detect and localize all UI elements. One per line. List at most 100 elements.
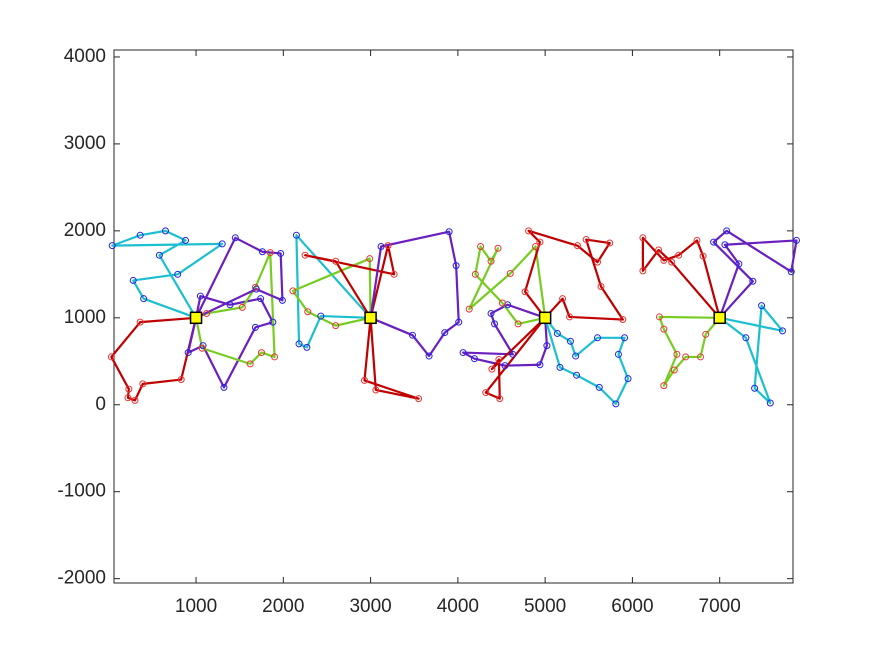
x-tick-label: 6000 bbox=[611, 596, 653, 617]
customer-marker bbox=[696, 353, 704, 361]
customer-marker bbox=[415, 395, 423, 403]
customer-marker bbox=[271, 353, 279, 361]
route bbox=[462, 303, 548, 367]
customer-marker bbox=[266, 249, 274, 257]
customer-marker bbox=[425, 352, 433, 360]
customer-marker bbox=[459, 349, 467, 357]
y-tick-label: 0 bbox=[95, 394, 106, 415]
customer-marker bbox=[258, 248, 266, 256]
customer-marker bbox=[226, 301, 234, 309]
customer-marker bbox=[177, 376, 185, 384]
customer-marker bbox=[668, 258, 676, 266]
customer-marker bbox=[521, 288, 529, 296]
customer-marker bbox=[536, 238, 544, 246]
x-tick-label: 7000 bbox=[699, 596, 741, 617]
customer-marker bbox=[465, 305, 473, 313]
customer-marker bbox=[573, 371, 581, 379]
route bbox=[523, 229, 624, 321]
customer-marker bbox=[360, 376, 368, 384]
customer-marker bbox=[452, 262, 460, 270]
customer-marker bbox=[624, 375, 632, 383]
route bbox=[194, 251, 276, 365]
customer-marker bbox=[594, 334, 602, 342]
route bbox=[363, 317, 420, 400]
customer-marker bbox=[766, 399, 774, 407]
customer-marker bbox=[572, 352, 580, 360]
x-tick-label: 4000 bbox=[437, 596, 479, 617]
route bbox=[658, 315, 721, 387]
y-tick-label: -2000 bbox=[57, 568, 106, 589]
route bbox=[468, 245, 547, 325]
customer-marker bbox=[779, 327, 787, 335]
customer-marker bbox=[218, 240, 226, 248]
customer-marker bbox=[203, 309, 211, 317]
customer-marker bbox=[595, 383, 603, 391]
customer-marker bbox=[231, 234, 239, 242]
customer-marker bbox=[332, 257, 340, 265]
customer-marker bbox=[514, 320, 522, 328]
customer-marker bbox=[749, 277, 757, 285]
y-tick-label: 4000 bbox=[64, 46, 106, 67]
depot bbox=[713, 311, 726, 325]
y-tick-label: 1000 bbox=[64, 307, 106, 328]
customer-marker bbox=[495, 356, 503, 364]
customer-marker bbox=[582, 236, 590, 244]
route bbox=[544, 317, 630, 405]
customer-marker bbox=[621, 334, 629, 342]
customer-marker bbox=[390, 270, 398, 278]
customer-marker bbox=[108, 242, 116, 250]
customer-marker bbox=[655, 313, 663, 321]
customer-marker bbox=[182, 236, 190, 244]
x-tick-label: 5000 bbox=[524, 596, 566, 617]
customer-marker bbox=[129, 276, 137, 284]
customer-marker bbox=[220, 383, 228, 391]
customer-marker bbox=[131, 396, 139, 404]
customer-marker bbox=[639, 267, 647, 275]
customer-marker bbox=[377, 243, 385, 251]
customer-marker bbox=[787, 268, 795, 276]
customer-marker bbox=[445, 228, 453, 236]
customer-marker bbox=[723, 227, 731, 235]
customer-marker bbox=[660, 382, 668, 390]
customer-marker bbox=[509, 350, 517, 358]
customer-marker bbox=[597, 283, 605, 291]
customer-marker bbox=[136, 231, 144, 239]
customer-marker bbox=[471, 270, 479, 278]
customer-marker bbox=[559, 295, 567, 303]
customer-marker bbox=[566, 313, 574, 321]
customer-marker bbox=[501, 362, 509, 370]
customer-marker bbox=[292, 231, 300, 239]
route bbox=[295, 234, 372, 349]
customer-marker bbox=[556, 363, 564, 371]
customer-marker bbox=[682, 353, 690, 361]
customer-marker bbox=[494, 244, 502, 252]
route bbox=[110, 316, 198, 402]
customer-marker bbox=[246, 360, 254, 368]
customer-marker bbox=[532, 243, 540, 251]
route bbox=[641, 236, 721, 319]
customer-marker bbox=[332, 322, 340, 330]
customer-marker bbox=[655, 246, 663, 254]
customer-marker bbox=[702, 330, 710, 338]
customer-marker bbox=[525, 227, 533, 235]
depot bbox=[189, 311, 203, 325]
customer-marker bbox=[742, 334, 750, 342]
depot bbox=[538, 311, 552, 325]
customer-marker bbox=[482, 389, 490, 397]
customer-marker bbox=[455, 318, 463, 326]
customer-marker bbox=[751, 384, 759, 392]
customer-marker bbox=[139, 380, 147, 388]
customer-marker bbox=[792, 236, 800, 244]
depot bbox=[364, 311, 377, 325]
customer-marker bbox=[174, 270, 182, 278]
customer-marker bbox=[496, 395, 504, 403]
customer-marker bbox=[238, 303, 246, 311]
customer-marker bbox=[278, 296, 286, 304]
customer-marker bbox=[140, 295, 148, 303]
customer-marker bbox=[758, 302, 766, 310]
customer-marker bbox=[124, 394, 132, 402]
customer-marker bbox=[573, 242, 581, 250]
route bbox=[304, 244, 396, 319]
